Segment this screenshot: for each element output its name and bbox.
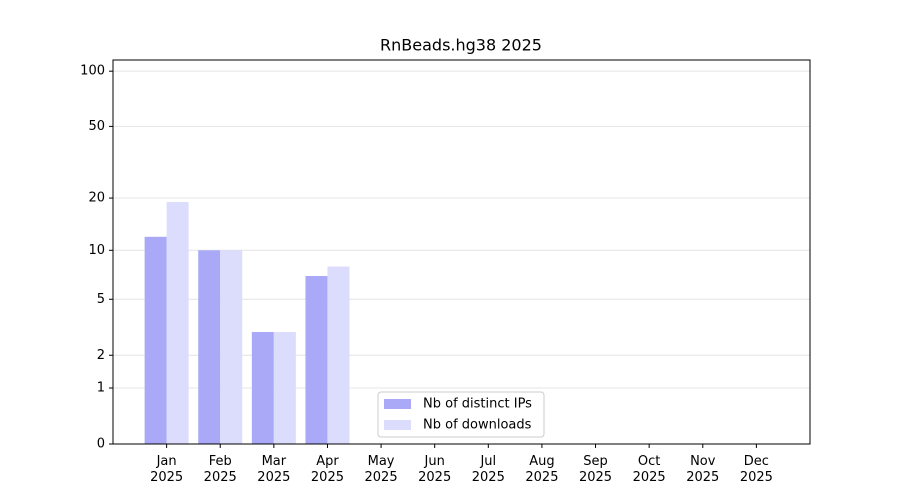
legend-swatch: [384, 420, 411, 430]
x-tick-label: Jun 2025: [418, 454, 451, 485]
x-tick-label: Aug 2025: [525, 454, 558, 485]
bar: [144, 236, 167, 444]
bar: [273, 332, 296, 444]
x-tick-label: Jul 2025: [472, 454, 505, 485]
bar: [198, 250, 221, 444]
x-tick-label: May 2025: [365, 454, 398, 485]
x-tick-label: Mar 2025: [257, 454, 290, 485]
bar: [166, 202, 189, 444]
bar: [327, 266, 350, 444]
x-tick-label: Nov 2025: [686, 454, 719, 485]
x-tick-label: Sep 2025: [579, 454, 612, 485]
x-tick-label: Apr 2025: [311, 454, 344, 485]
legend-label: Nb of distinct IPs: [423, 397, 532, 412]
legend-label: Nb of downloads: [423, 418, 532, 433]
x-tick-label: Feb 2025: [204, 454, 237, 485]
y-tick-label: 1: [97, 381, 105, 396]
y-tick-label: 5: [97, 292, 105, 307]
legend-swatch: [384, 399, 411, 409]
bar: [220, 250, 243, 444]
y-tick-label: 20: [88, 191, 105, 206]
y-tick-label: 100: [80, 64, 105, 79]
y-tick-label: 2: [97, 348, 105, 363]
bar: [251, 332, 274, 444]
x-tick-label: Oct 2025: [633, 454, 666, 485]
y-tick-label: 0: [97, 437, 105, 452]
x-tick-label: Dec 2025: [740, 454, 773, 485]
bar: [305, 276, 328, 444]
legend-box: [377, 391, 545, 438]
y-tick-label: 10: [88, 243, 105, 258]
y-tick-label: 50: [88, 119, 105, 134]
chart-title: RnBeads.hg38 2025: [380, 36, 542, 55]
x-tick-label: Jan 2025: [150, 454, 183, 485]
plot-frame: [112, 59, 811, 445]
